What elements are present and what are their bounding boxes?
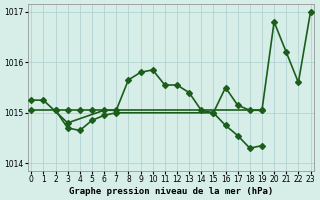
X-axis label: Graphe pression niveau de la mer (hPa): Graphe pression niveau de la mer (hPa)	[69, 187, 273, 196]
